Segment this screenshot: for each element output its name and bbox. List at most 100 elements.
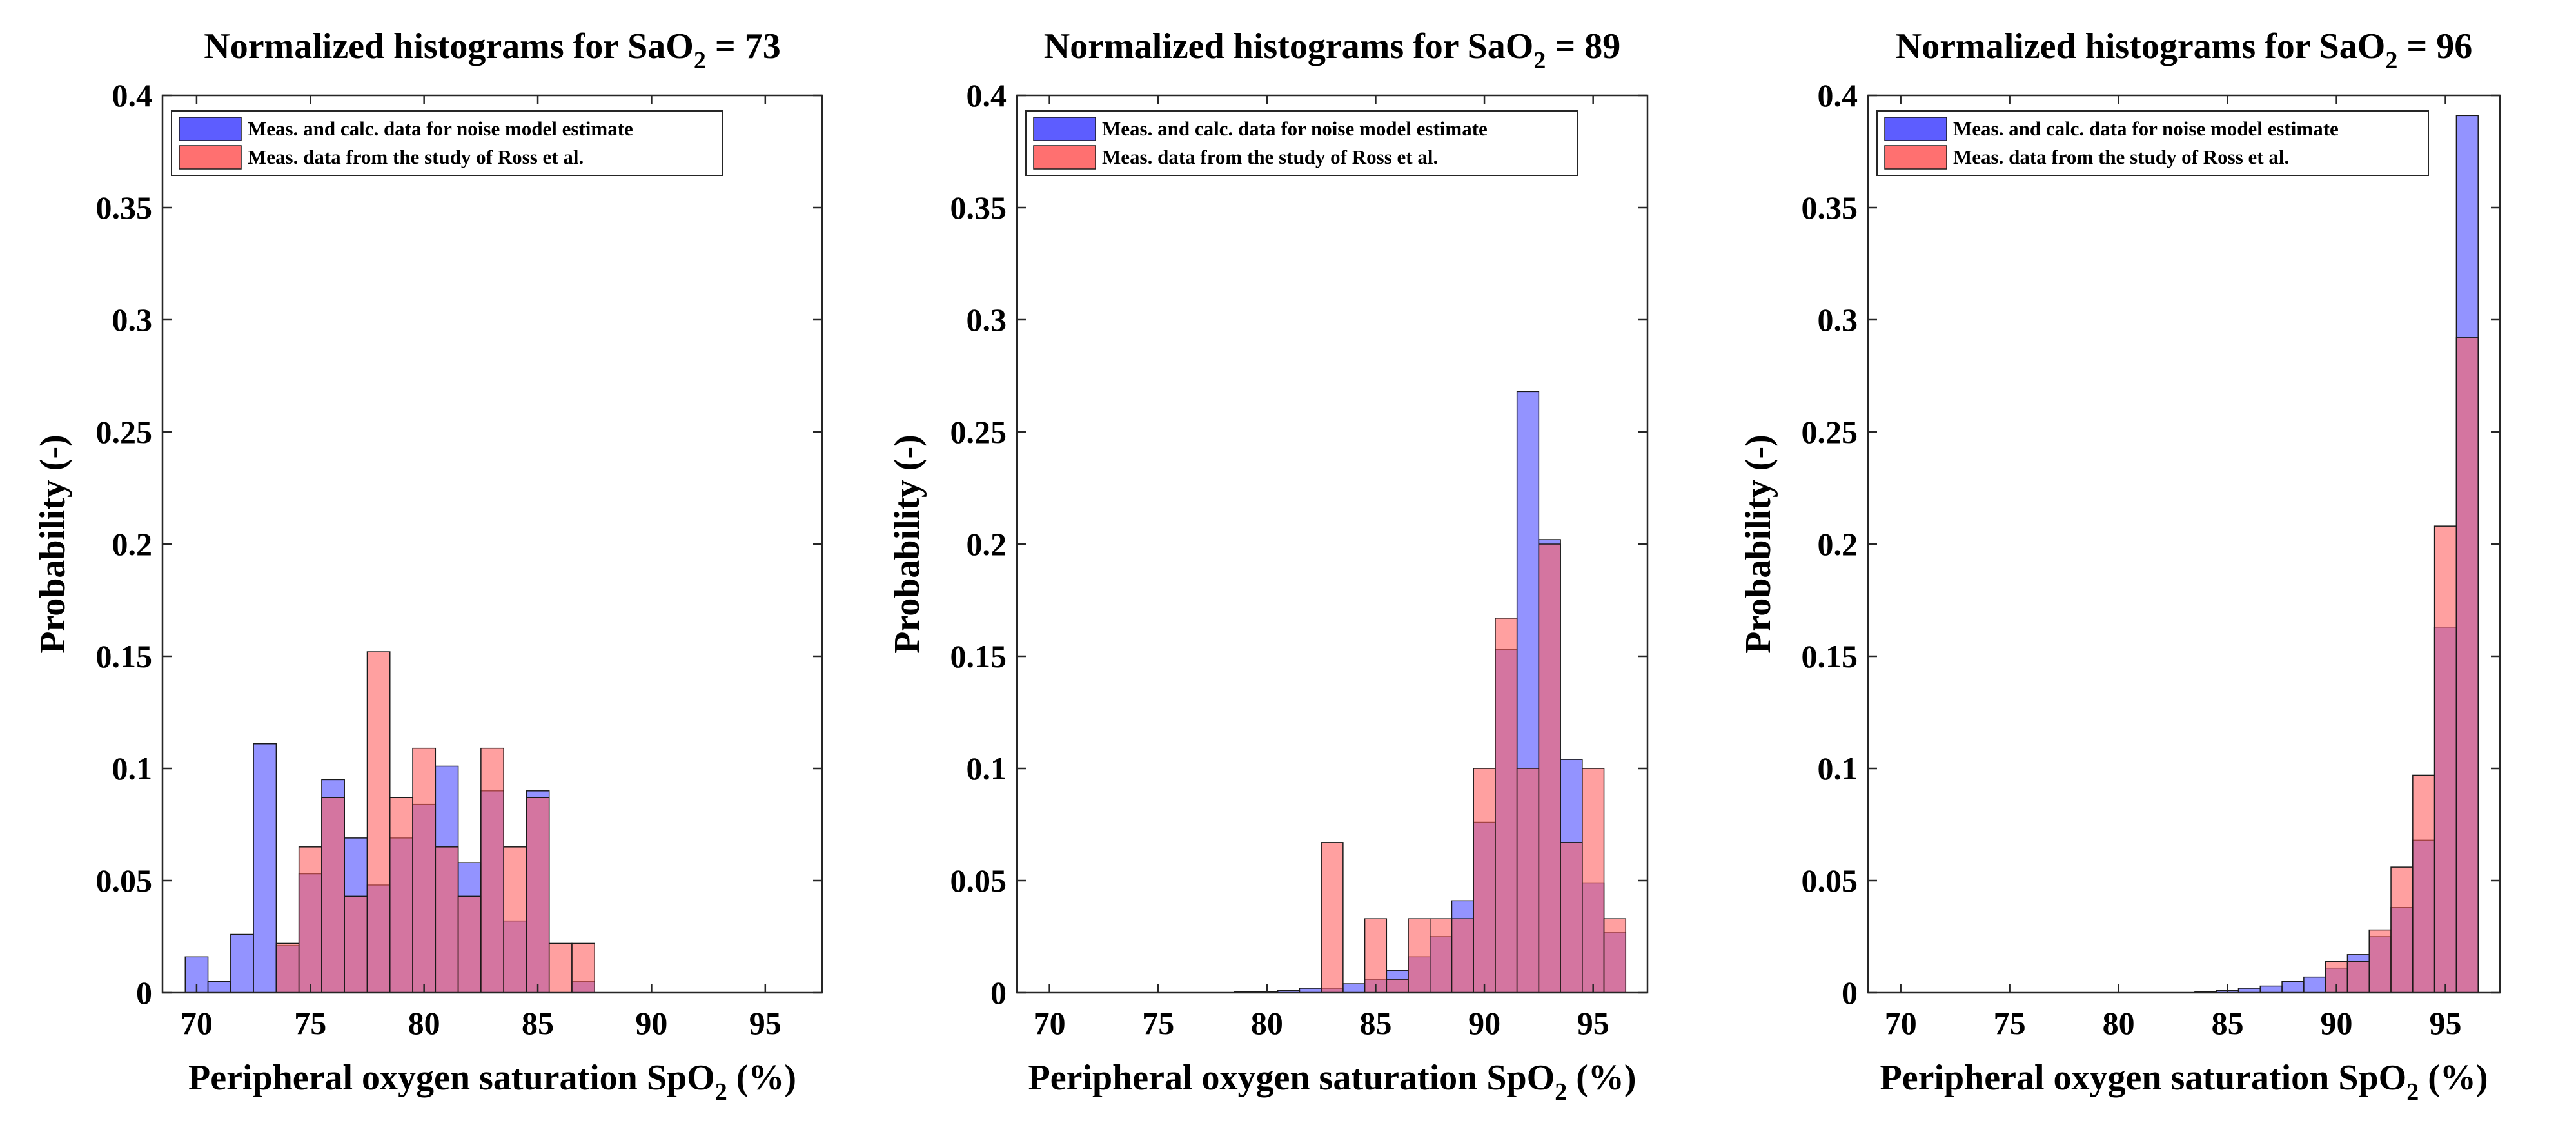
legend-entry-label: Meas. and calc. data for noise model est… bbox=[248, 117, 633, 140]
y-tick-label: 0.1 bbox=[112, 750, 153, 786]
x-tick-label: 95 bbox=[1577, 1005, 1609, 1041]
panel-sao2-89: 70 75 80 85 90 95 0 0.05 0.1 0.15 0.2 0.25 0.3 0.35 0.… bbox=[887, 26, 1649, 1106]
y-tick-label: 0.35 bbox=[96, 190, 153, 226]
y-tick-label: 0.1 bbox=[1818, 750, 1858, 786]
bar bbox=[366, 651, 391, 993]
chart-title-text: Normalized histograms for SaO bbox=[1896, 26, 2386, 66]
bar bbox=[480, 747, 504, 993]
bar bbox=[389, 797, 413, 993]
series-ross-study bbox=[1321, 543, 1627, 993]
series-ross-study bbox=[2325, 337, 2479, 993]
chart-title: Normalized histograms for SaO2 = 96 bbox=[1896, 26, 2472, 74]
y-tick-label: 0.25 bbox=[96, 414, 153, 450]
y-tick-label: 0.3 bbox=[967, 302, 1007, 338]
y-tick-label: 0.25 bbox=[950, 414, 1007, 450]
panel-sao2-96: 70 75 80 85 90 95 0 0.05 0.1 0.15 0.2 0.25 0.3 0.35 0.… bbox=[1738, 26, 2501, 1106]
bar bbox=[571, 942, 595, 993]
bar bbox=[298, 846, 322, 993]
panel-sao2-73: 70 75 80 85 90 95 0 0.05 0.1 0.15 0.2 0.25 0.3 0.35 0.… bbox=[33, 26, 823, 1106]
x-axis-label-unit: (%) bbox=[727, 1058, 796, 1098]
y-tick-label: 0.4 bbox=[112, 77, 153, 113]
bar bbox=[1516, 768, 1540, 993]
bar bbox=[1364, 918, 1388, 993]
plot-area bbox=[1868, 95, 2500, 993]
bar bbox=[1342, 983, 1366, 993]
y-tick-label: 0.15 bbox=[950, 638, 1007, 674]
legend-box bbox=[171, 110, 723, 176]
bar bbox=[2433, 525, 2457, 993]
y-tick-label: 0.2 bbox=[112, 526, 153, 562]
bar bbox=[2303, 976, 2326, 993]
bar bbox=[1408, 918, 1431, 993]
legend: Meas. and calc. data for noise model est… bbox=[1025, 110, 1578, 176]
bar bbox=[344, 895, 368, 993]
legend-swatch bbox=[1033, 117, 1096, 141]
legend-entry-label: Meas. and calc. data for noise model est… bbox=[1953, 117, 2339, 140]
x-axis-label-text: Peripheral oxygen saturation SpO bbox=[1028, 1058, 1555, 1098]
y-tick-label: 0.2 bbox=[967, 526, 1007, 562]
x-tick-label: 80 bbox=[408, 1005, 440, 1041]
bar bbox=[230, 933, 254, 993]
y-tick-label: 0.05 bbox=[1802, 863, 1858, 899]
x-axis-label-unit: (%) bbox=[1567, 1058, 1636, 1098]
bar bbox=[1430, 918, 1453, 993]
bar bbox=[1451, 918, 1474, 993]
y-tick-label: 0.3 bbox=[112, 302, 153, 338]
y-tick-label: 0 bbox=[990, 975, 1007, 1011]
bar bbox=[503, 846, 527, 993]
bar bbox=[1386, 979, 1409, 993]
x-axis-label-text: Peripheral oxygen saturation SpO bbox=[188, 1058, 715, 1098]
legend-swatch bbox=[1033, 145, 1096, 170]
bar bbox=[2368, 929, 2392, 993]
x-tick-label: 85 bbox=[1359, 1005, 1391, 1041]
x-axis-label-subscript: 2 bbox=[1555, 1078, 1567, 1106]
y-axis-label: Probability (-) bbox=[887, 434, 927, 654]
x-axis-label-text: Peripheral oxygen saturation SpO bbox=[1880, 1058, 2407, 1098]
chart-title-subscript: 2 bbox=[2385, 47, 2397, 74]
x-axis-label: Peripheral oxygen saturation SpO2 (%) bbox=[1880, 1058, 2488, 1106]
bar bbox=[1582, 768, 1605, 993]
chart-title: Normalized histograms for SaO2 = 89 bbox=[1044, 26, 1620, 74]
y-tick-label: 0.35 bbox=[1802, 190, 1858, 226]
x-tick-label: 75 bbox=[1994, 1005, 2026, 1041]
chart-title-subscript: 2 bbox=[1533, 47, 1546, 74]
bar bbox=[1538, 543, 1561, 993]
bar bbox=[2259, 985, 2283, 993]
bar bbox=[526, 797, 550, 993]
chart-title: Normalized histograms for SaO2 = 73 bbox=[204, 26, 780, 74]
x-tick-label: 80 bbox=[2103, 1005, 2135, 1041]
bar bbox=[412, 747, 437, 993]
bar bbox=[207, 981, 231, 993]
y-tick-label: 0 bbox=[136, 975, 152, 1011]
legend: Meas. and calc. data for noise model est… bbox=[171, 110, 723, 176]
legend-entry-label: Meas. data from the study of Ross et al. bbox=[248, 146, 584, 168]
bar bbox=[1473, 768, 1496, 993]
legend-swatch bbox=[1884, 117, 1947, 141]
legend-swatch bbox=[179, 145, 242, 170]
x-tick-label: 70 bbox=[1034, 1005, 1066, 1041]
legend-swatch bbox=[179, 117, 242, 141]
bar bbox=[1560, 842, 1583, 993]
x-tick-label: 90 bbox=[1468, 1005, 1500, 1041]
y-tick-label: 0.35 bbox=[950, 190, 1007, 226]
x-tick-label: 85 bbox=[2212, 1005, 2244, 1041]
y-tick-label: 0.25 bbox=[1802, 414, 1858, 450]
y-tick-label: 0.1 bbox=[967, 750, 1007, 786]
x-tick-label: 90 bbox=[635, 1005, 667, 1041]
x-tick-label: 70 bbox=[181, 1005, 213, 1041]
y-tick-label: 0 bbox=[1842, 975, 1858, 1011]
chart-title-text: Normalized histograms for SaO bbox=[204, 26, 694, 66]
chart-title-value: = 73 bbox=[706, 26, 781, 66]
bar bbox=[2346, 961, 2370, 993]
bar bbox=[275, 942, 300, 993]
chart-title-value: = 89 bbox=[1546, 26, 1620, 66]
bar bbox=[548, 942, 573, 993]
bar bbox=[2281, 981, 2305, 993]
bar bbox=[253, 743, 277, 993]
x-axis-label-subscript: 2 bbox=[2406, 1078, 2419, 1106]
x-tick-label: 75 bbox=[294, 1005, 326, 1041]
y-tick-label: 0.3 bbox=[1818, 302, 1858, 338]
y-tick-label: 0.4 bbox=[1818, 77, 1858, 113]
bar bbox=[435, 846, 459, 993]
